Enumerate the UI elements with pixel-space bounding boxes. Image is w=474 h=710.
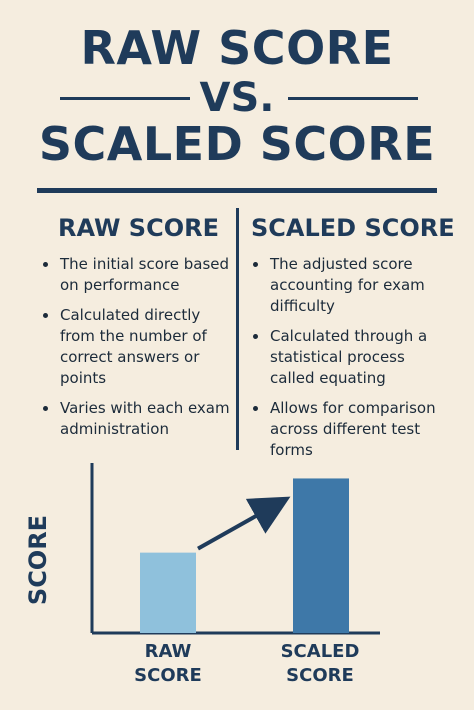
x-tick-line: SCORE	[286, 665, 354, 686]
bullet-text: The initial score based on performance	[60, 255, 230, 294]
raw-score-bullets: The initial score based on performance C…	[40, 254, 232, 449]
vs-text: VS.	[199, 75, 275, 121]
bullet-text: Calculated through a statistical process…	[270, 327, 428, 387]
list-item: Calculated through a statistical process…	[250, 326, 450, 389]
bullet-icon	[43, 406, 48, 411]
increase-arrow-icon	[197, 496, 291, 551]
bullet-icon	[43, 313, 48, 318]
bar-raw-score	[140, 552, 196, 633]
vs-rule-left	[60, 97, 190, 100]
column-divider	[236, 208, 239, 450]
list-item: Allows for comparison across different t…	[250, 398, 450, 461]
x-tick-line: RAW	[144, 641, 192, 662]
bullet-icon	[253, 262, 258, 267]
bullet-icon	[43, 262, 48, 267]
title-line-3: SCALED SCORE	[38, 117, 436, 171]
bullet-text: The adjusted score accounting for exam d…	[270, 255, 425, 315]
list-item: Varies with each exam administration	[40, 398, 232, 440]
title-line-1: RAW SCORE	[80, 21, 394, 75]
score-bar-chart	[90, 463, 380, 635]
header-divider	[37, 188, 437, 193]
list-item: The adjusted score accounting for exam d…	[250, 254, 450, 317]
x-tick-line: SCALED	[280, 641, 360, 662]
y-axis-label: SCORE	[24, 514, 52, 606]
bullet-text: Allows for comparison across different t…	[270, 399, 436, 459]
x-tick-label-scaled: SCALED SCORE	[260, 640, 380, 688]
bar-scaled-score	[293, 478, 349, 633]
bullet-icon	[253, 406, 258, 411]
x-tick-line: SCORE	[134, 665, 202, 686]
vs-row: VS.	[0, 76, 474, 120]
list-item: The initial score based on performance	[40, 254, 232, 296]
raw-score-heading: RAW SCORE	[58, 214, 219, 242]
x-tick-label-raw: RAW SCORE	[108, 640, 228, 688]
bullet-icon	[253, 334, 258, 339]
scaled-score-heading: SCALED SCORE	[251, 214, 455, 242]
bullet-text: Calculated directly from the number of c…	[60, 306, 207, 387]
vs-rule-right	[288, 97, 418, 100]
bullet-text: Varies with each exam administration	[60, 399, 230, 438]
scaled-score-bullets: The adjusted score accounting for exam d…	[250, 254, 450, 470]
list-item: Calculated directly from the number of c…	[40, 305, 232, 389]
